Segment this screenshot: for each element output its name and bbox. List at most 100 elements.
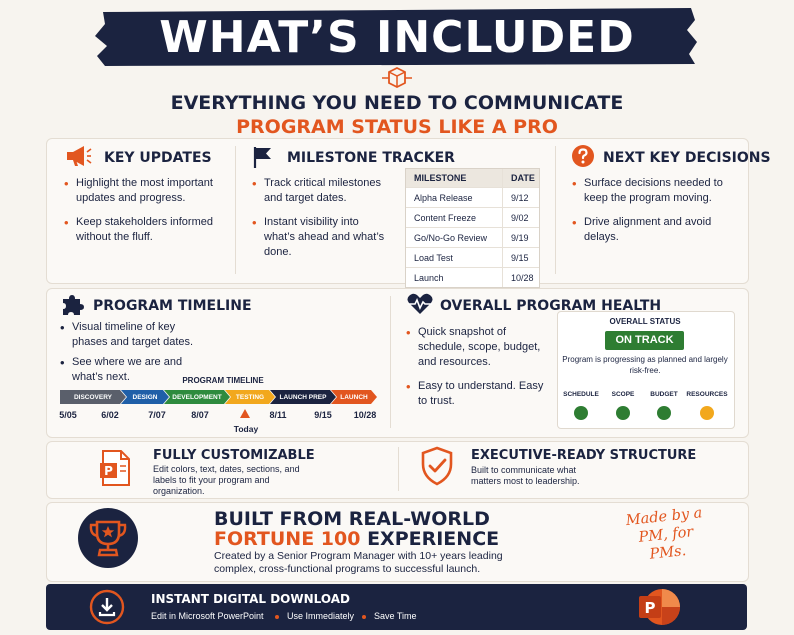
table-cell: Content Freeze (406, 208, 503, 227)
package-icon (382, 66, 412, 89)
health-dot-resources (700, 406, 714, 420)
download-title: INSTANT DIGITAL DOWNLOAD (151, 592, 350, 606)
health-dot-schedule (574, 406, 588, 420)
divider (390, 296, 391, 428)
fortune-label: FORTUNE 100 (214, 528, 361, 550)
timeline-date: 10/28 (353, 410, 377, 420)
svg-text:P: P (645, 599, 656, 617)
download-item: Use Immediately (287, 611, 355, 621)
timeline-phase-discovery: DISCOVERY (60, 390, 126, 404)
megaphone-icon (67, 146, 92, 166)
timeline-phase-design: DESIGN (121, 390, 169, 404)
handwritten-note: Made by a PM, for PMs. (625, 505, 704, 563)
list-item: Keep stakeholders informed without the f… (64, 215, 224, 245)
list-item: Surface decisions needed to keep the pro… (572, 176, 737, 206)
executive-title: EXECUTIVE-READY STRUCTURE (471, 448, 697, 463)
timeline-date: 7/07 (148, 410, 166, 420)
table-row: Content Freeze 9/02 (406, 207, 539, 227)
table-row: Go/No-Go Review 9/19 (406, 227, 539, 247)
list-item: Drive alignment and avoid delays. (572, 215, 737, 245)
health-dim-schedule-label: SCHEDULE (563, 391, 599, 398)
table-header-row: MILESTONE DATE (406, 169, 539, 187)
table-cell: Load Test (406, 248, 503, 267)
features-card-bottom (46, 441, 749, 499)
flag-icon (253, 147, 271, 168)
key-updates-title: KEY UPDATES (104, 150, 212, 166)
program-timeline-bullets: Visual timeline of key phases and target… (60, 320, 200, 390)
powerpoint-logo-icon: P (639, 589, 680, 625)
table-cell: 9/19 (511, 232, 529, 243)
timeline-date: 9/15 (314, 410, 332, 420)
customizable-text: Edit colors, text, dates, sections, and … (153, 464, 300, 496)
experience-card (46, 502, 749, 582)
list-item: See where we are and what’s next. (60, 355, 200, 385)
health-dot-scope (616, 406, 630, 420)
next-decisions-title: NEXT KEY DECISIONS (603, 150, 771, 166)
shield-check-icon (421, 446, 453, 486)
table-cell: Go/No-Go Review (406, 228, 503, 247)
table-header: DATE (511, 173, 535, 183)
heart-pulse-icon (407, 293, 433, 314)
milestone-table: MILESTONE DATE Alpha Release 9/12 Conten… (405, 168, 540, 288)
timeline-date: 6/02 (101, 410, 119, 420)
table-cell: 10/28 (511, 272, 534, 283)
key-updates-bullets: Highlight the most important updates and… (64, 176, 224, 254)
download-item: Save Time (374, 611, 417, 621)
timeline-phase-testing: TESTING (225, 390, 275, 404)
status-text: Program is progressing as planned and la… (562, 355, 728, 375)
program-timeline-title: PROGRAM TIMELINE (93, 298, 252, 314)
program-health-title: OVERALL PROGRAM HEALTH (440, 298, 662, 314)
table-cell: 9/02 (511, 212, 529, 223)
health-dim-resources-label: RESOURCES (686, 391, 728, 398)
features-card-top (46, 138, 749, 284)
table-cell: 9/12 (511, 192, 529, 203)
milestone-tracker-title: MILESTONE TRACKER (287, 150, 455, 166)
built-from-line2: FORTUNE 100 EXPERIENCE (214, 528, 499, 550)
puzzle-icon (63, 295, 84, 315)
status-label: OVERALL STATUS (609, 317, 681, 326)
bullet-dot (362, 615, 366, 619)
health-dot-budget (657, 406, 671, 420)
download-item: Edit in Microsoft PowerPoint (151, 611, 264, 621)
health-dim-scope-label: SCOPE (611, 391, 635, 398)
timeline-chart-title: PROGRAM TIMELINE (182, 376, 264, 385)
table-header: MILESTONE (406, 169, 503, 187)
list-item: Track critical milestones and target dat… (252, 176, 390, 206)
next-decisions-bullets: Surface decisions needed to keep the pro… (572, 176, 737, 254)
executive-text: Built to communicate what matters most t… (471, 465, 580, 486)
list-item: Easy to understand. Easy to trust. (406, 379, 546, 409)
subtitle-line1: EVERYTHING YOU NEED TO COMMUNICATE (170, 92, 624, 114)
table-row: Load Test 9/15 (406, 247, 539, 267)
table-row: Launch 10/28 (406, 267, 539, 287)
milestone-tracker-bullets: Track critical milestones and target dat… (252, 176, 390, 269)
table-cell: 9/15 (511, 252, 529, 263)
timeline-phase-development: DEVELOPMENT (164, 390, 230, 404)
status-badge: ON TRACK (605, 331, 684, 350)
experience-label: EXPERIENCE (367, 528, 500, 550)
table-cell: Launch (406, 268, 503, 287)
timeline-date: 5/05 (59, 410, 77, 420)
built-from-text: Created by a Senior Program Manager with… (214, 550, 503, 575)
list-item: Quick snapshot of schedule, scope, budge… (406, 325, 546, 370)
table-row: Alpha Release 9/12 (406, 187, 539, 207)
today-marker-icon (240, 409, 250, 418)
list-item: Visual timeline of key phases and target… (60, 320, 200, 350)
built-from-line1: BUILT FROM REAL-WORLD (214, 508, 490, 530)
svg-text:P: P (104, 464, 113, 478)
question-icon (572, 145, 594, 167)
header-brush-banner (95, 8, 697, 66)
subtitle-line2: PROGRAM STATUS LIKE A PRO (236, 116, 558, 138)
table-cell: Alpha Release (406, 188, 503, 207)
customizable-title: FULLY CUSTOMIZABLE (153, 448, 315, 463)
timeline-date: 8/07 (191, 410, 209, 420)
powerpoint-file-icon: P (100, 450, 130, 486)
download-icon (89, 589, 125, 625)
page-title: WHAT’S INCLUDED (159, 12, 635, 63)
divider (555, 146, 556, 274)
divider (398, 447, 399, 491)
bullet-dot (275, 615, 279, 619)
today-label: Today (233, 424, 259, 434)
list-item: Highlight the most important updates and… (64, 176, 224, 206)
trophy-icon (78, 508, 138, 568)
list-item: Instant visibility into what’s ahead and… (252, 215, 390, 260)
